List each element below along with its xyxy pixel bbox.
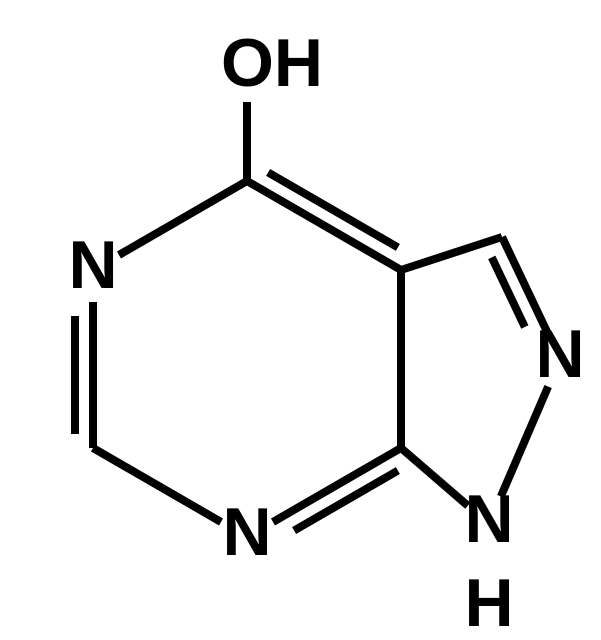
bond [401, 448, 468, 506]
bond [247, 181, 401, 270]
atom-label-n8: N [535, 316, 584, 392]
atom-label-n4: N [222, 494, 271, 570]
bond [268, 172, 398, 247]
bond [401, 237, 502, 270]
atom-label-n2: N [68, 227, 117, 303]
atom-label-h9: H [464, 565, 513, 640]
bond [273, 448, 401, 522]
atom-label-n9: N [464, 481, 513, 557]
bond [501, 387, 548, 497]
molecule-diagram: NNNNHOH [0, 0, 601, 640]
atoms-layer: NNNNHOH [68, 25, 584, 640]
bond [119, 181, 247, 255]
bond [93, 448, 221, 522]
bonds-layer [75, 102, 548, 531]
atom-label-o1: OH [221, 25, 323, 101]
